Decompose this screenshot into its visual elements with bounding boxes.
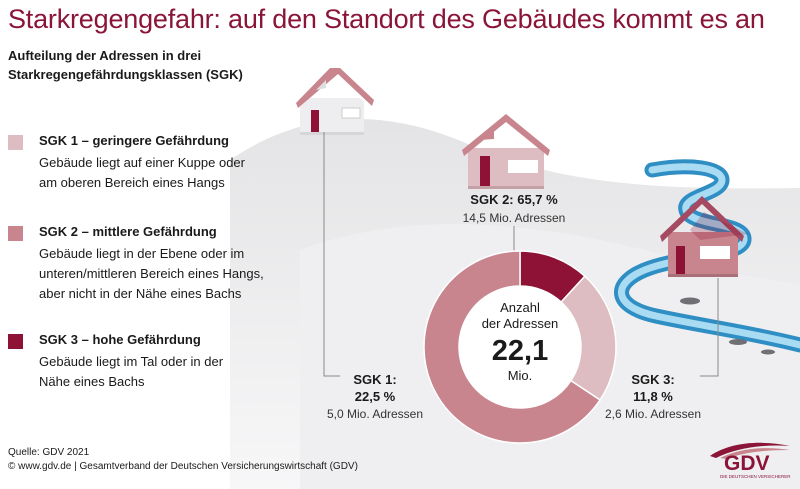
source-text: Quelle: GDV 2021 <box>8 447 90 458</box>
house-hilltop <box>296 66 374 135</box>
sgk3-label: SGK 3: 11,8 % <box>608 371 698 405</box>
sgk2-count: 14,5 Mio. Adressen <box>462 211 566 225</box>
sgk1-label: SGK 1: 22,5 % <box>330 371 420 405</box>
chart-subtitle: Aufteilung der Adressen in drei Starkreg… <box>8 46 308 84</box>
sgk1-name: SGK 1: <box>353 372 397 387</box>
center-value: 22,1 <box>491 335 549 367</box>
stone <box>729 339 747 345</box>
center-label-1: Anzahl <box>500 300 540 315</box>
sgk1-percent: 22,5 % <box>354 389 396 404</box>
stone <box>761 349 775 355</box>
sgk3-count: 2,6 Mio. Adressen <box>604 407 702 421</box>
page-title: Starkregengefahr: auf den Standort des G… <box>8 4 765 34</box>
donut-chart <box>423 250 617 444</box>
leader-line-sgk1 <box>323 132 340 377</box>
center-label-2: der Adressen <box>481 316 559 331</box>
subtitle-line-1: Aufteilung der Adressen in drei <box>8 48 202 63</box>
sgk3-percent: 11,8 % <box>633 389 673 404</box>
legend-heading-sgk3: SGK 3 – hohe Gefährdung <box>39 332 201 347</box>
sgk3-name: SGK 3: <box>631 372 675 387</box>
legend-item-sgk3: SGK 3 – hohe Gefährdung Gebäude liegt im… <box>8 332 308 392</box>
donut-center: Anzahl der Adressen 22,1 Mio. <box>460 300 580 384</box>
subtitle-line-2: Starkregengefährdungsklassen (SGK) <box>8 67 243 82</box>
gdv-logo: GDV DIE DEUTSCHEN VERSICHERER <box>706 440 792 482</box>
legend-swatch-sgk3 <box>8 334 23 349</box>
legend-heading-sgk2: SGK 2 – mittlere Gefährdung <box>39 224 217 239</box>
legend-swatch-sgk1 <box>8 135 23 150</box>
logo-text: GDV <box>724 452 770 475</box>
legend-description-sgk2: Gebäude liegt in der Ebene oder im unter… <box>39 246 264 301</box>
logo-subtext: DIE DEUTSCHEN VERSICHERER <box>720 474 791 479</box>
legend-item-sgk1: SGK 1 – geringere Gefährdung Gebäude lie… <box>8 133 308 213</box>
legend-swatch-sgk2 <box>8 226 23 241</box>
logo-swoosh-icon <box>710 442 790 459</box>
copyright-text: © www.gdv.de | Gesamtverband der Deutsch… <box>8 461 358 472</box>
legend-description-sgk3: Gebäude liegt im Tal oder in der Nähe ei… <box>39 354 224 389</box>
leader-line-sgk3 <box>700 278 719 377</box>
stone <box>680 297 700 305</box>
sgk2-label: SGK 2: 65,7 % <box>470 192 558 207</box>
legend-heading-sgk1: SGK 1 – geringere Gefährdung <box>39 133 229 148</box>
legend-description-sgk1: Gebäude liegt auf einer Kuppe oder am ob… <box>39 155 245 190</box>
sgk1-count: 5,0 Mio. Adressen <box>326 407 424 421</box>
house-middle <box>462 114 550 189</box>
center-unit: Mio. <box>507 368 533 383</box>
footer: Quelle: GDV 2021 © www.gdv.de | Gesamtve… <box>8 446 358 474</box>
house-valley <box>660 196 748 277</box>
legend-item-sgk2: SGK 2 – mittlere Gefährdung Gebäude lieg… <box>8 224 308 324</box>
donut-hole <box>459 286 581 408</box>
